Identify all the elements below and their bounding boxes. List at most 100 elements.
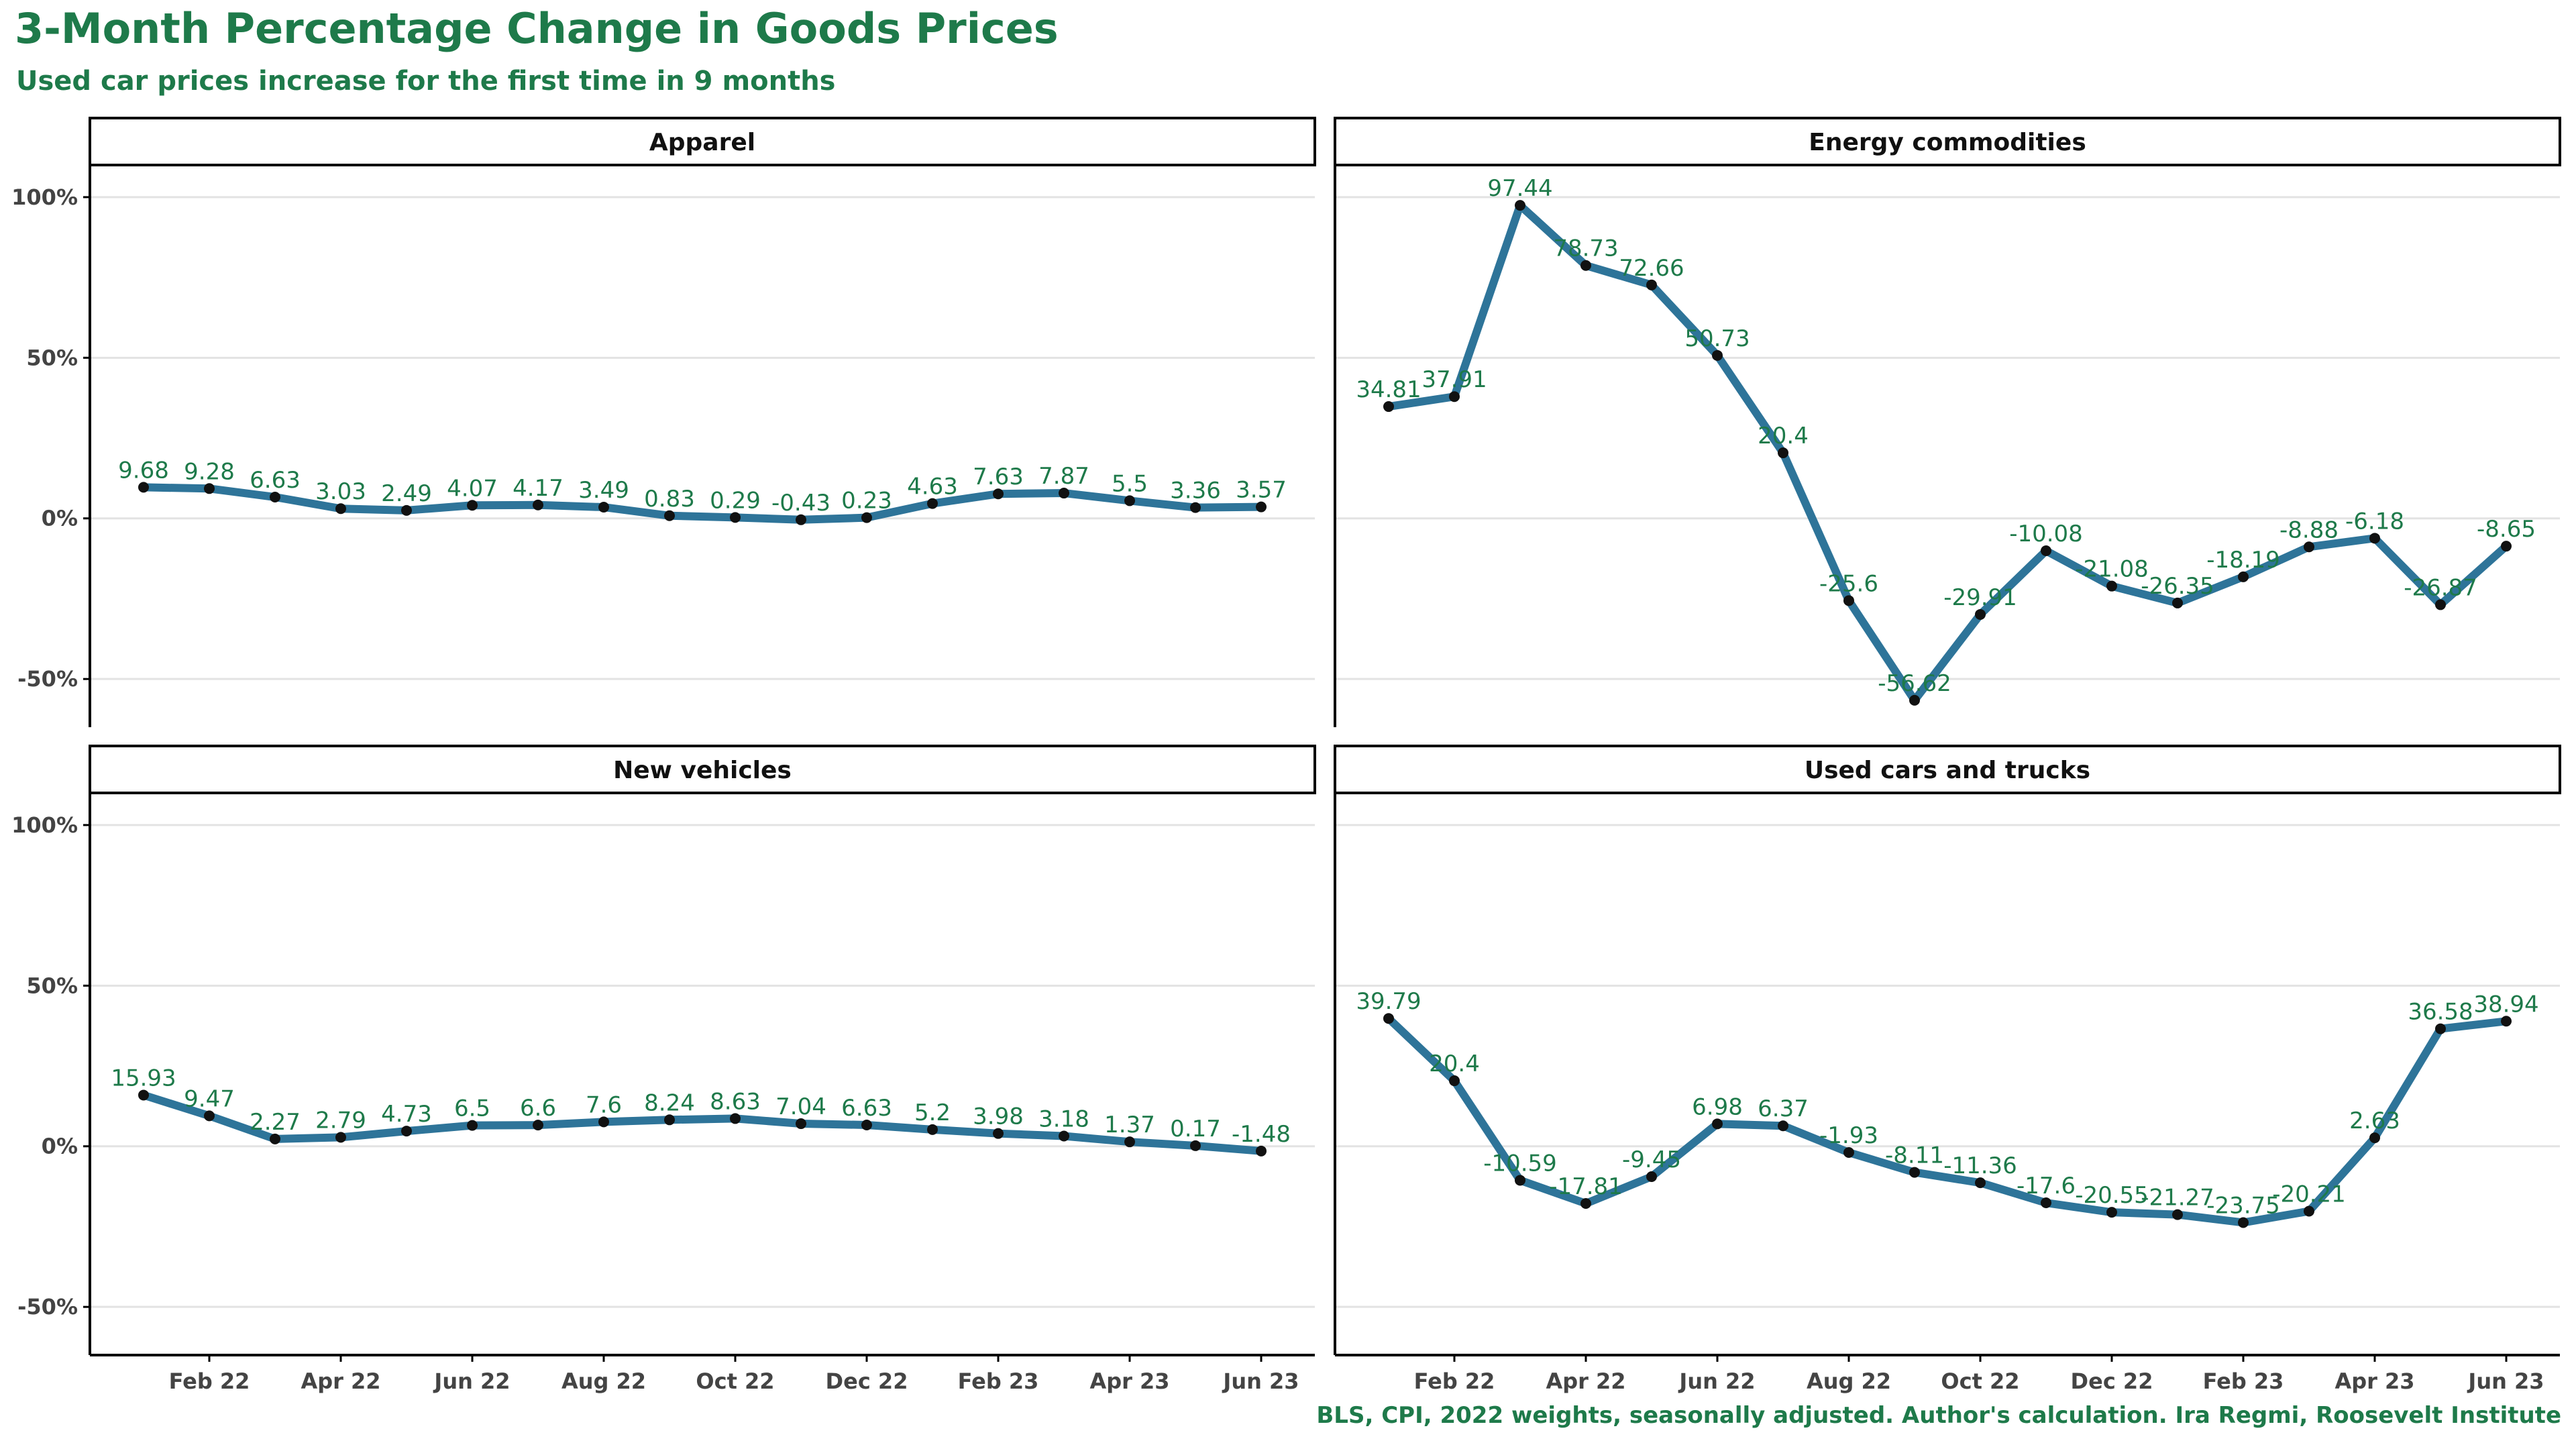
y-tick-label: -50% xyxy=(17,666,78,692)
data-label: 4.73 xyxy=(381,1101,432,1128)
data-label: -23.75 xyxy=(2206,1192,2280,1219)
x-tick-label: Feb 23 xyxy=(2203,1368,2284,1394)
data-label: -26.87 xyxy=(2404,574,2477,601)
x-tick-label: Feb 22 xyxy=(1414,1368,1495,1394)
data-label: 2.27 xyxy=(250,1109,301,1136)
x-tick-label: Jun 22 xyxy=(433,1368,510,1394)
x-tick-label: Apr 22 xyxy=(1546,1368,1625,1394)
data-label: -25.6 xyxy=(1819,570,1878,597)
data-point xyxy=(664,510,675,521)
data-point xyxy=(1059,1130,1069,1142)
data-point xyxy=(1580,1198,1591,1210)
data-label: -10.59 xyxy=(1483,1150,1557,1177)
data-label: 6.98 xyxy=(1692,1093,1743,1120)
data-label: 20.4 xyxy=(1758,423,1809,449)
data-point xyxy=(1646,279,1657,290)
x-tick-label: Dec 22 xyxy=(2071,1368,2153,1394)
data-label: 9.28 xyxy=(184,458,235,485)
data-label: 9.47 xyxy=(184,1085,235,1112)
data-point xyxy=(401,504,412,516)
data-point xyxy=(335,1132,346,1143)
data-label: -17.6 xyxy=(2017,1173,2076,1199)
x-tick-label: Apr 22 xyxy=(301,1368,380,1394)
data-label: -17.81 xyxy=(1549,1173,1623,1200)
series-line xyxy=(140,483,1265,524)
data-point xyxy=(1256,1145,1267,1157)
data-label: -11.36 xyxy=(1943,1152,2017,1179)
chart-title: 3-Month Percentage Change in Goods Price… xyxy=(15,4,1059,53)
x-tick-label: Jun 23 xyxy=(1222,1368,1299,1394)
facet-strip xyxy=(89,745,1316,794)
data-label: -20.55 xyxy=(2075,1182,2149,1209)
data-label: -21.08 xyxy=(2075,556,2149,583)
data-label: 5.5 xyxy=(1112,470,1148,497)
data-point xyxy=(796,514,806,525)
data-point xyxy=(1190,1140,1201,1151)
x-tick-label: Jun 22 xyxy=(1678,1368,1755,1394)
data-label: 50.73 xyxy=(1684,325,1750,352)
data-point xyxy=(927,498,938,509)
data-label: 5.2 xyxy=(914,1099,951,1126)
data-label: 7.87 xyxy=(1038,463,1089,490)
data-label: 6.63 xyxy=(841,1095,892,1122)
data-point xyxy=(1843,1146,1854,1158)
data-point xyxy=(2369,533,2380,544)
x-tick-label: Feb 23 xyxy=(958,1368,1039,1394)
data-label: -6.18 xyxy=(2345,508,2404,535)
facet-title: Used cars and trucks xyxy=(1805,757,2090,784)
y-tick-label: 100% xyxy=(11,184,78,210)
data-point xyxy=(2304,1205,2314,1217)
y-tick-label: 0% xyxy=(42,506,78,531)
data-point xyxy=(2435,599,2446,610)
data-label: 39.79 xyxy=(1356,988,1421,1015)
data-label: 20.4 xyxy=(1429,1051,1480,1077)
data-label: -1.93 xyxy=(1819,1122,1878,1149)
data-point xyxy=(1909,1167,1920,1178)
source-caption: BLS, CPI, 2022 weights, seasonally adjus… xyxy=(1316,1402,2561,1429)
data-point xyxy=(533,499,543,511)
data-point xyxy=(467,500,478,511)
data-point xyxy=(2172,597,2183,608)
facet-strip xyxy=(89,117,1316,166)
data-label: 6.63 xyxy=(250,467,301,494)
y-tick-label: 0% xyxy=(42,1134,78,1159)
data-label: 1.37 xyxy=(1104,1112,1155,1138)
data-point xyxy=(1646,1171,1657,1182)
x-tick-label: Oct 22 xyxy=(1941,1368,2019,1394)
data-label: -8.65 xyxy=(2477,516,2536,543)
data-point xyxy=(993,1128,1004,1139)
chart-subtitle: Used car prices increase for the first t… xyxy=(16,66,836,97)
data-point xyxy=(1778,1120,1788,1132)
data-point xyxy=(138,482,149,493)
data-point xyxy=(927,1124,938,1135)
data-point xyxy=(1059,488,1069,499)
facet-title: Apparel xyxy=(649,129,755,156)
x-tick-label: Aug 22 xyxy=(1807,1368,1891,1394)
data-label: -8.11 xyxy=(1885,1142,1944,1169)
data-label: 97.44 xyxy=(1487,175,1552,202)
data-point xyxy=(730,512,741,523)
data-point xyxy=(2501,541,2512,552)
data-point xyxy=(1975,1177,1986,1189)
y-tick-label: 50% xyxy=(26,345,78,370)
data-point xyxy=(2369,1132,2380,1144)
data-point xyxy=(1190,502,1201,513)
facet-title: New vehicles xyxy=(613,757,792,784)
data-label: 6.37 xyxy=(1758,1095,1809,1122)
data-label: 2.49 xyxy=(381,480,432,507)
data-point xyxy=(138,1089,149,1101)
data-point xyxy=(1712,350,1723,361)
data-label: 7.04 xyxy=(775,1093,826,1120)
data-point xyxy=(2106,1207,2117,1218)
data-point xyxy=(2238,1217,2249,1228)
data-point xyxy=(1909,694,1920,706)
data-label: -8.88 xyxy=(2279,517,2339,543)
data-label: 72.66 xyxy=(1619,255,1684,282)
series-line xyxy=(140,1091,1265,1155)
facet-title: Energy commodities xyxy=(1809,129,2086,156)
data-label: 7.63 xyxy=(973,464,1024,490)
x-tick-label: Jun 23 xyxy=(2467,1368,2544,1394)
y-tick-label: -50% xyxy=(17,1294,78,1320)
series-line xyxy=(1385,201,2510,704)
data-label: 0.29 xyxy=(710,487,761,514)
